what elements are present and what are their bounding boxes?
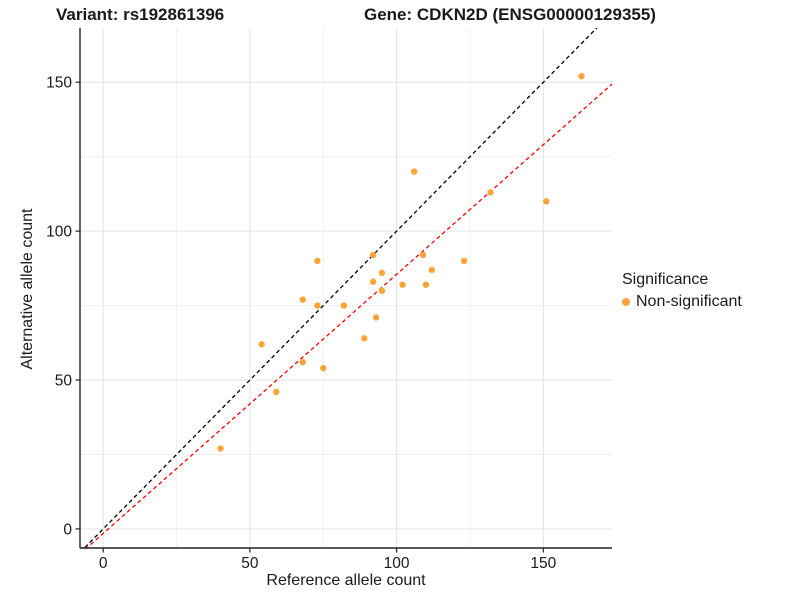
data-point [372, 314, 380, 321]
data-point [419, 251, 427, 259]
legend: Significance Non-significant [622, 271, 742, 311]
data-point [543, 198, 550, 205]
x-tick-label: 150 [530, 555, 556, 572]
data-point [299, 358, 306, 366]
y-tick-label: 150 [46, 75, 72, 92]
data-point [378, 287, 386, 294]
data-point [487, 189, 494, 196]
data-point [273, 388, 280, 396]
data-point [369, 251, 377, 259]
y-tick-label: 0 [63, 521, 72, 538]
x-axis-title: Reference allele count [266, 572, 426, 589]
data-point [320, 364, 327, 372]
plot-title-gene: Gene: CDKN2D (ENSG00000129355) [364, 5, 656, 24]
y-axis-title: Alternative allele count [19, 208, 36, 370]
data-point [369, 278, 377, 285]
data-point [428, 266, 436, 274]
y-tick-label: 50 [55, 373, 73, 390]
x-tick-label: 50 [241, 555, 259, 572]
data-point [361, 335, 368, 342]
data-point [314, 257, 321, 265]
data-point [217, 445, 224, 452]
data-point [340, 302, 347, 309]
data-point [314, 302, 321, 309]
plot-title-variant: Variant: rs192861396 [56, 5, 225, 24]
legend-point-icon [622, 298, 630, 306]
x-tick-label: 100 [384, 555, 410, 572]
data-point [378, 269, 386, 277]
legend-title: Significance [622, 271, 709, 288]
x-tick-label: 0 [99, 555, 108, 572]
data-point [578, 73, 585, 80]
y-tick-label: 100 [46, 224, 72, 241]
data-point [399, 281, 406, 288]
data-point [411, 168, 418, 175]
data-point [299, 296, 306, 303]
fit-dashed-line [85, 83, 612, 548]
identity-dashed-line [83, 28, 598, 548]
data-point [460, 257, 468, 265]
legend-item-label: Non-significant [636, 293, 742, 310]
data-point [258, 341, 265, 348]
data-point [422, 281, 430, 288]
legend-item-non-significant: Non-significant [622, 293, 742, 311]
